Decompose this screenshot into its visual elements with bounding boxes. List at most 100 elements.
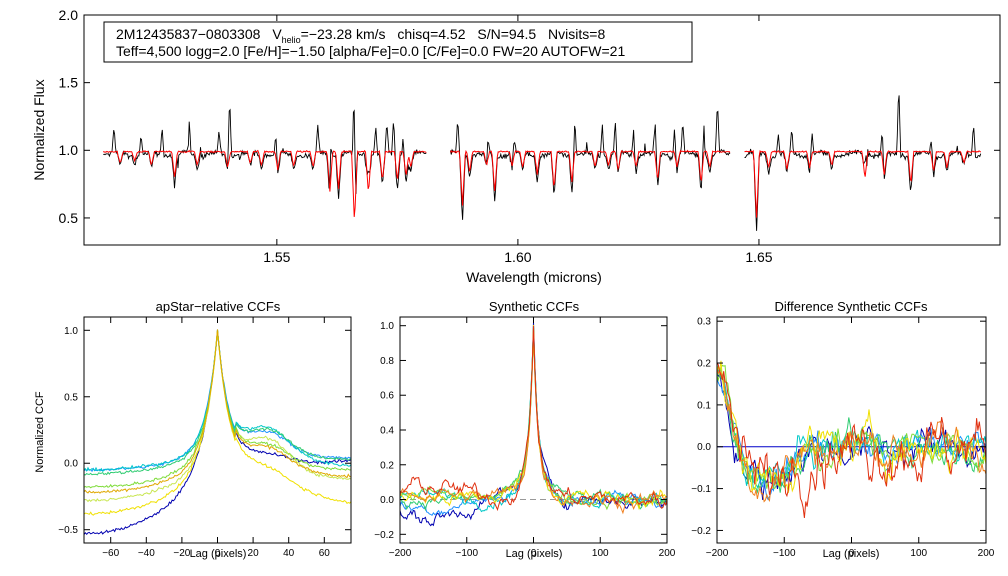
y-tick-label: 0.5 xyxy=(59,210,79,226)
spectrum-ticks: 1.55 1.60 1.65 0.5 1.0 1.5 2.0 xyxy=(59,7,1000,265)
difference-ccf-line xyxy=(716,364,987,490)
y-tick-label: 0.0 xyxy=(380,495,394,506)
annotation-vhelio-subscript: helio xyxy=(282,35,301,45)
apstar-ccf-frame xyxy=(83,316,352,544)
x-tick-label: 200 xyxy=(659,548,676,559)
spectrum-frame xyxy=(83,14,1001,246)
x-tick-label: 0 xyxy=(215,548,221,559)
x-tick-label: 200 xyxy=(978,548,995,559)
annotation-vhelio-symbol: V xyxy=(272,26,282,42)
annotation-nvisits: Nvisits=8 xyxy=(548,26,605,42)
y-tick-label: 0.6 xyxy=(380,391,394,402)
y-tick-label: 0.2 xyxy=(697,359,711,370)
synthetic-ccf-ticks: −200 −100 0 100 200 −0.2 0.0 0.2 0.4 0.6 0.8 1.0 xyxy=(374,317,676,559)
model-spectrum-line xyxy=(102,149,427,217)
y-tick-label: −0.2 xyxy=(374,530,394,541)
synthetic-ccf-line xyxy=(399,332,668,511)
synthetic-ccf-plot-area xyxy=(399,322,668,527)
synthetic-ccf-line xyxy=(399,327,668,517)
y-tick-label: 1.0 xyxy=(59,142,79,158)
x-tick-label: −100 xyxy=(455,548,478,559)
spectrum-xlabel: Wavelength (microns) xyxy=(466,269,602,285)
y-tick-label: 1.5 xyxy=(59,75,79,91)
synthetic-ccf-title: Synthetic CCFs xyxy=(489,299,580,314)
synthetic-ccf-line xyxy=(399,329,668,515)
y-tick-label: 0.8 xyxy=(380,356,394,367)
synthetic-ccf-line xyxy=(399,325,668,513)
x-tick-label: −20 xyxy=(173,548,190,559)
x-tick-label: −100 xyxy=(773,548,796,559)
x-tick-label: 1.55 xyxy=(263,249,290,265)
apstar-ccf-ylabel: Normalized CCF xyxy=(34,391,46,473)
y-tick-label: 0.0 xyxy=(64,459,78,470)
observed-spectrum-line xyxy=(449,110,731,220)
spectrum-annotation-box: 2M12435837−0803308 Vhelio=−23.28 km/s ch… xyxy=(103,21,693,63)
apstar-ccf-line xyxy=(83,329,352,494)
spectrum-annotation-line1: 2M12435837−0803308 Vhelio=−23.28 km/s ch… xyxy=(116,26,605,45)
x-tick-label: 20 xyxy=(248,548,260,559)
x-tick-label: 100 xyxy=(910,548,927,559)
apstar-ccf-xlabel: Lag (pixels) xyxy=(190,548,247,560)
y-tick-label: −0.2 xyxy=(691,526,711,537)
spectrum-ylabel: Normalized Flux xyxy=(31,79,47,180)
difference-ccf-line xyxy=(716,360,987,494)
y-tick-label: 0.1 xyxy=(697,400,711,411)
model-spectrum-line xyxy=(449,149,731,206)
apstar-ccf-line xyxy=(83,330,352,516)
model-spectrum-line xyxy=(744,149,982,218)
difference-ccf-plot-area xyxy=(716,360,987,518)
x-tick-label: −200 xyxy=(389,548,412,559)
y-tick-label: 1.0 xyxy=(64,326,78,337)
x-tick-label: −200 xyxy=(706,548,729,559)
synthetic-ccf-frame xyxy=(399,316,668,544)
spectrum-plot-area xyxy=(102,95,982,231)
synthetic-ccf-panel: Synthetic CCFs −200 −100 0 100 200 −0.2 0.0 0.2… xyxy=(374,299,676,560)
y-tick-label: 0.4 xyxy=(380,426,394,437)
spectrum-panel: 1.55 1.60 1.65 0.5 1.0 1.5 2.0 Wavelength (mic… xyxy=(31,7,1001,285)
x-tick-label: 100 xyxy=(592,548,609,559)
synthetic-ccf-line xyxy=(399,324,668,511)
x-tick-label: −40 xyxy=(138,548,155,559)
x-tick-label: 0 xyxy=(531,548,537,559)
y-tick-label: 0.2 xyxy=(380,460,394,471)
observed-spectrum-line xyxy=(744,95,982,231)
x-tick-label: 60 xyxy=(319,548,331,559)
annotation-vhelio-value: =−23.28 km/s xyxy=(301,26,386,42)
apstar-ccf-line xyxy=(83,330,352,503)
y-tick-label: 1.0 xyxy=(380,321,394,332)
y-tick-label: −0.5 xyxy=(58,525,78,536)
x-tick-label: −60 xyxy=(102,548,119,559)
difference-ccf-xlabel: Lag (pixels) xyxy=(823,548,880,560)
y-tick-label: −0.1 xyxy=(691,484,711,495)
spectrum-annotation-line2: Teff=4,500 logg=2.0 [Fe/H]=−1.50 [alpha/… xyxy=(116,43,625,59)
apstar-ccf-line xyxy=(83,330,352,473)
x-tick-label: 1.60 xyxy=(504,249,531,265)
apstar-ccf-panel: apStar−relative CCFs −60 −40 −20 0 20 40 60 −0.… xyxy=(34,299,352,560)
apstar-ccf-line xyxy=(83,329,352,476)
synthetic-ccf-line xyxy=(399,325,668,512)
annotation-snr: S/N=94.5 xyxy=(477,26,536,42)
synthetic-ccf-line xyxy=(400,325,668,512)
apstar-ccf-line xyxy=(83,331,352,536)
apstar-ccf-title: apStar−relative CCFs xyxy=(156,299,281,314)
difference-ccf-panel: Difference Synthetic CCFs −200 −100 0 100 20… xyxy=(691,299,995,560)
apstar-ccf-line xyxy=(83,329,352,489)
difference-ccf-ticks: −200 −100 0 100 200 −0.2 −0.1 0.0 0.1 0.2 0.3 xyxy=(691,317,995,559)
x-tick-label: 0 xyxy=(849,548,855,559)
y-tick-label: 0.3 xyxy=(697,317,711,328)
y-tick-label: 0.5 xyxy=(64,392,78,403)
observed-spectrum-line xyxy=(103,108,427,199)
annotation-star-id: 2M12435837−0803308 xyxy=(116,26,261,42)
x-tick-label: 1.65 xyxy=(745,249,772,265)
difference-ccf-line xyxy=(716,362,987,518)
x-tick-label: 40 xyxy=(283,548,295,559)
synthetic-ccf-xlabel: Lag (pixels) xyxy=(506,548,563,560)
apstar-ccf-plot-area xyxy=(83,329,352,536)
y-tick-label: 2.0 xyxy=(59,7,79,23)
apstar-ccf-ticks: −60 −40 −20 0 20 40 60 −0.5 0.0 0.5 1.0 xyxy=(58,317,351,559)
y-tick-label: 0.0 xyxy=(697,442,711,453)
annotation-chisq: chisq=4.52 xyxy=(397,26,465,42)
difference-ccf-title: Difference Synthetic CCFs xyxy=(775,299,928,314)
apstar-ccf-line xyxy=(83,329,352,473)
